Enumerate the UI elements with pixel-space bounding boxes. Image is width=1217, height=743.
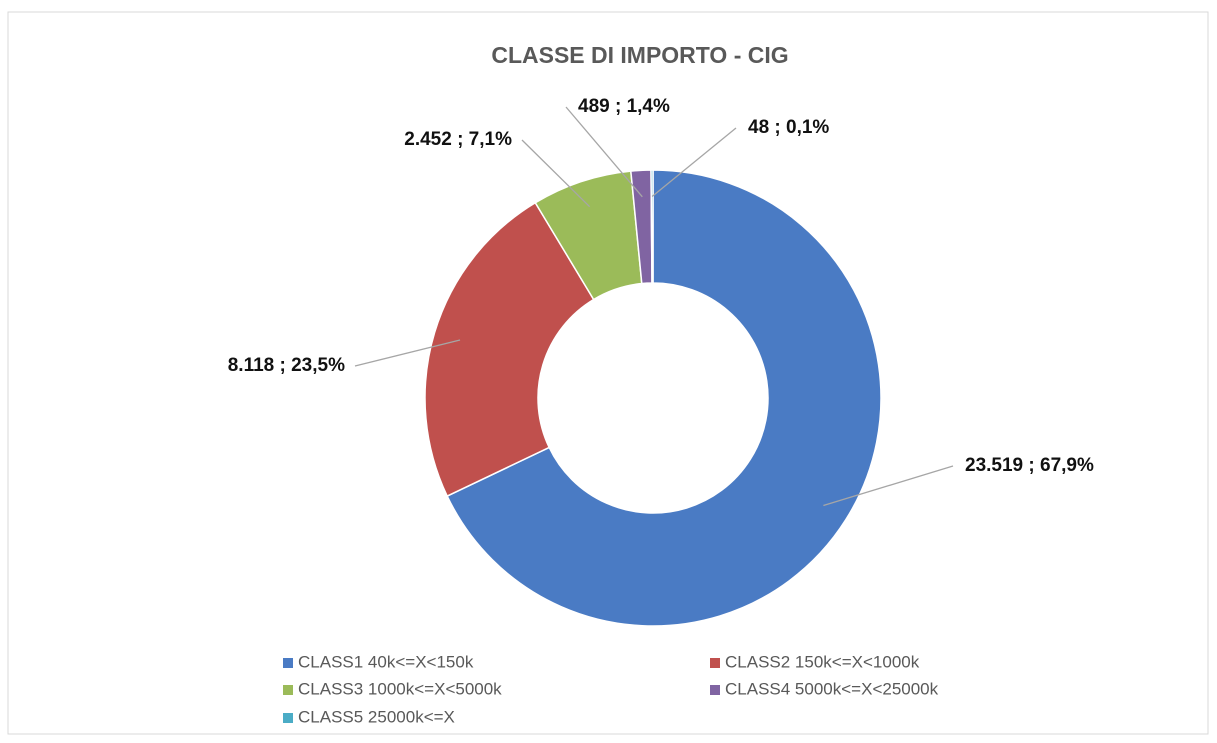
legend-label: CLASS3 1000k<=X<5000k (298, 679, 502, 698)
data-label: 8.118 ; 23,5% (228, 355, 345, 376)
legend-swatch (283, 713, 293, 723)
data-label: 23.519 ; 67,9% (965, 455, 1094, 476)
legend-label: CLASS1 40k<=X<150k (298, 652, 474, 671)
donut-slice (424, 201, 595, 498)
data-label: 2.452 ; 7,1% (404, 129, 512, 150)
chart-title: CLASSE DI IMPORTO - CIG (491, 42, 788, 68)
leader-line (354, 339, 461, 367)
data-label: 489 ; 1,4% (578, 96, 670, 117)
leader-line (823, 465, 954, 507)
donut-slice (446, 169, 882, 627)
legend-label: CLASS4 5000k<=X<25000k (725, 679, 939, 698)
legend-swatch (710, 658, 720, 668)
chart-frame (7, 11, 1209, 735)
donut-slice (650, 169, 654, 284)
legend-swatch (283, 685, 293, 695)
leader-line (565, 106, 643, 198)
leader-line (651, 127, 737, 198)
legend-swatch (710, 685, 720, 695)
legend-label: CLASS5 25000k<=X (298, 707, 455, 726)
legend-label: CLASS2 150k<=X<1000k (725, 652, 920, 671)
leader-line (521, 139, 591, 208)
data-label: 48 ; 0,1% (748, 117, 829, 138)
legend-swatch (283, 658, 293, 668)
